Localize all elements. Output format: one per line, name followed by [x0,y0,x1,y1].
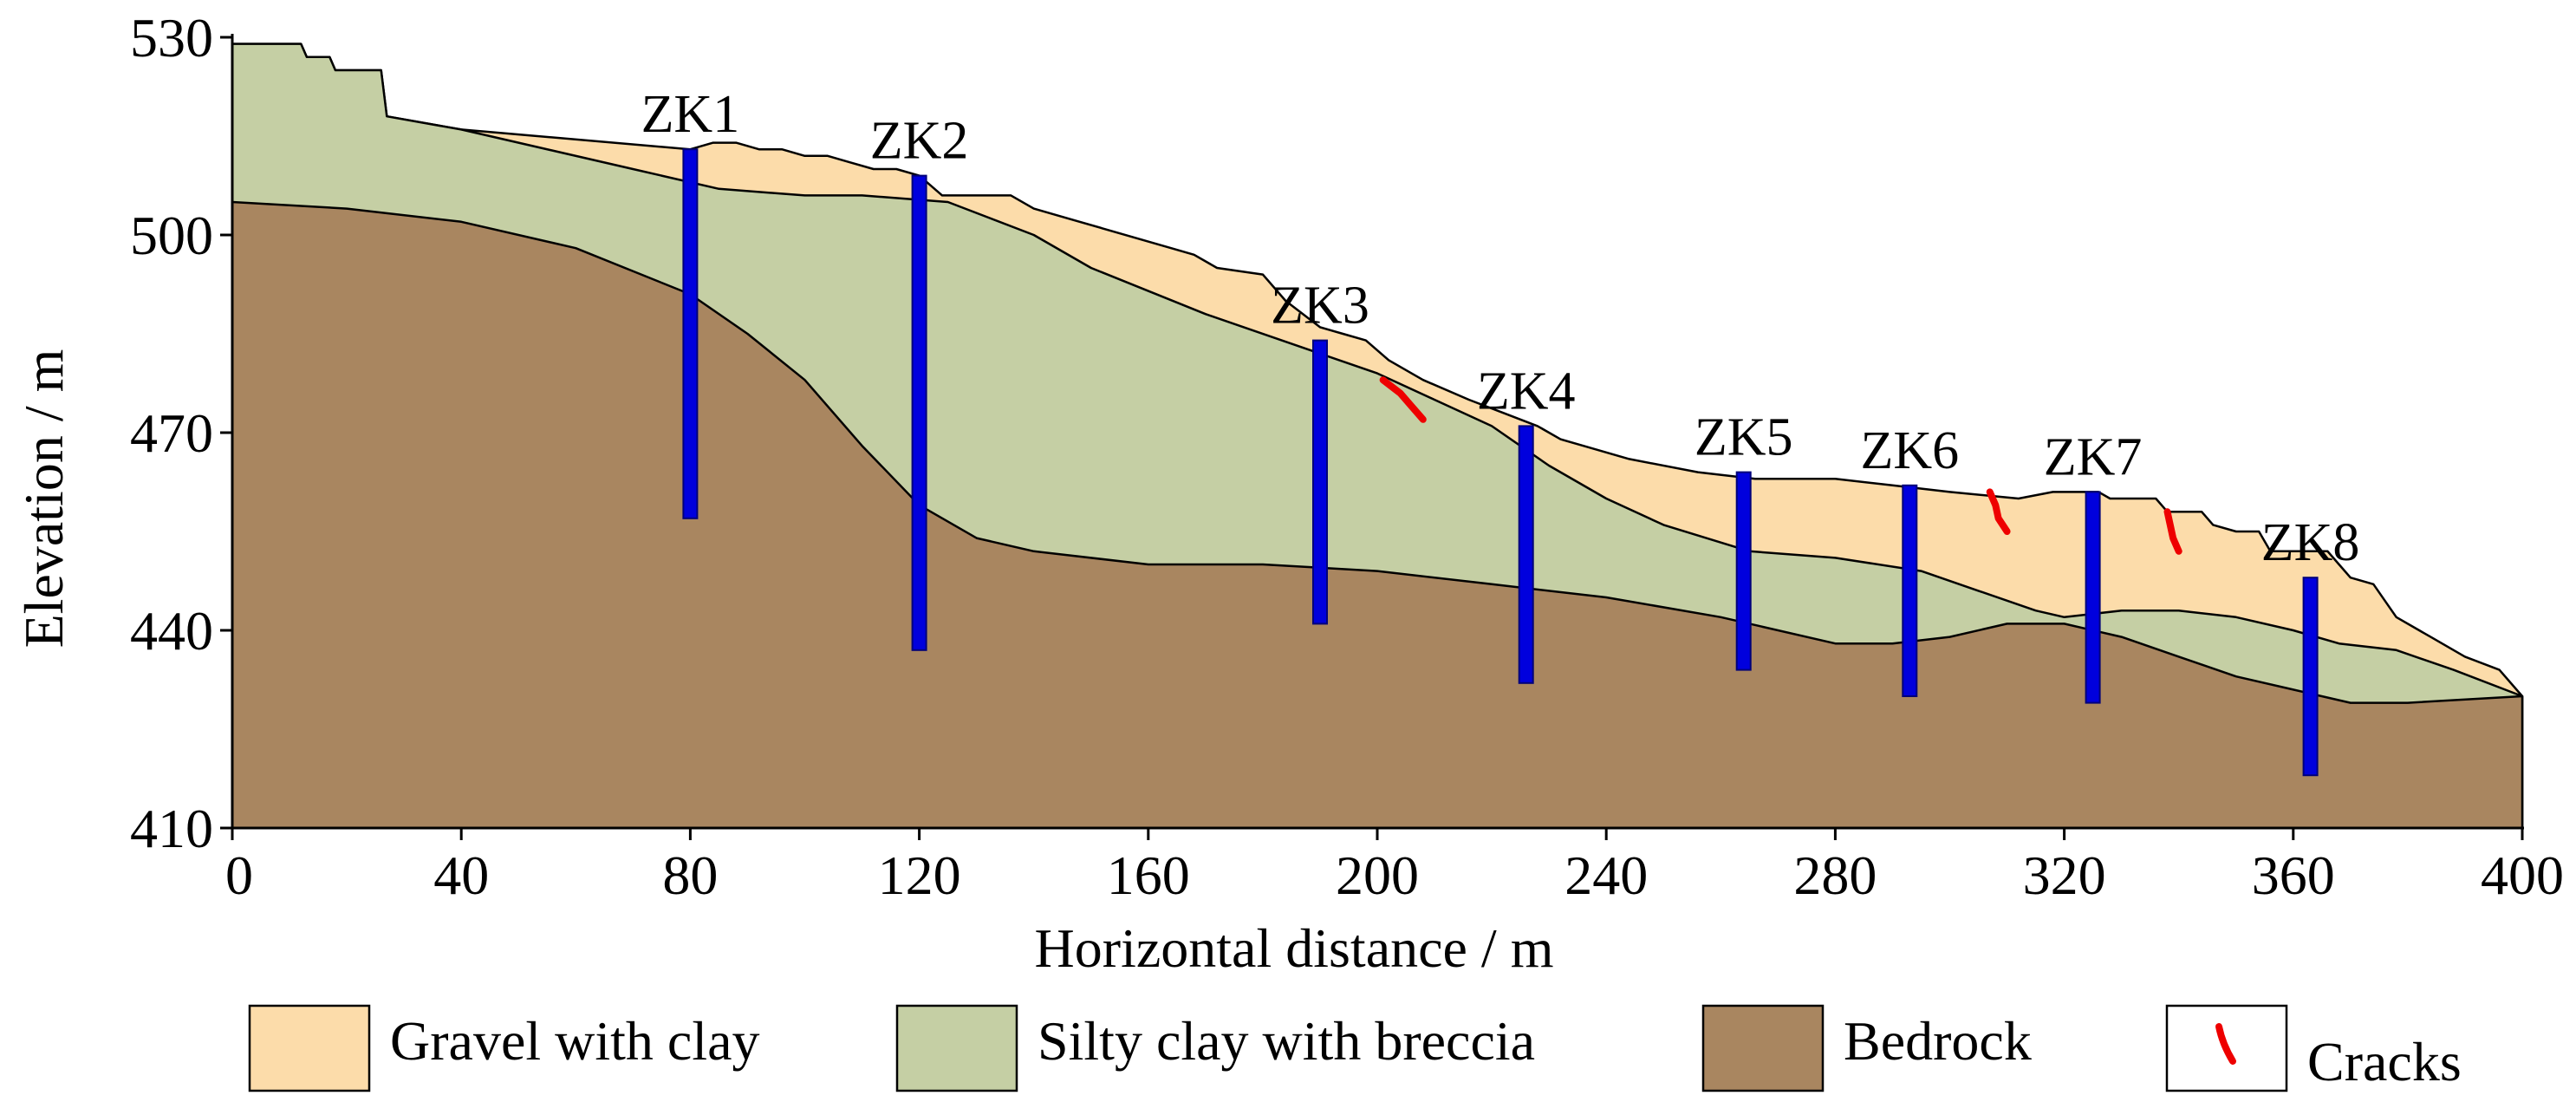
legend-swatch [895,1004,1018,1092]
borehole-label-zk2: ZK2 [870,112,969,171]
soil-layers [231,42,2524,830]
y-tick-label: 530 [130,7,213,68]
x-tick-label: 400 [2481,844,2564,906]
x-tick-label: 360 [2252,844,2335,906]
borehole-label-zk3: ZK3 [1271,277,1369,336]
borehole-zk6 [1902,484,1918,697]
x-tick-label: 240 [1564,844,1648,906]
x-axis-title: Horizontal distance / m [1035,917,1554,979]
y-tick-label: 470 [130,402,213,464]
x-tick-label: 40 [433,844,489,906]
legend-swatch [248,1004,371,1092]
crack-1 [1379,376,1427,423]
legend-item-3: Bedrock [1701,1004,2032,1092]
layer-2 [231,200,2524,830]
legend-item-2: Silty clay with breccia [895,1004,1535,1092]
borehole-zk4 [1518,425,1534,684]
borehole-zk2 [911,174,927,651]
borehole-label-zk4: ZK4 [1477,362,1576,421]
y-tick-label: 440 [130,600,213,662]
x-tick-label: 280 [1793,844,1877,906]
legend-label: Cracks [2307,1031,2462,1092]
y-tick-label: 410 [130,798,213,859]
legend-item-1: Gravel with clay [248,1004,760,1092]
borehole-zk8 [2302,577,2319,777]
borehole-label-zk1: ZK1 [641,85,740,144]
borehole-label-zk5: ZK5 [1695,408,1793,467]
legend-label: Bedrock [1844,1010,2032,1072]
x-tick-label: 80 [662,844,718,906]
x-tick-label: 200 [1336,844,1419,906]
crack-3 [2163,508,2182,555]
plot-area: ZK1 ZK2 ZK3 ZK4 ZK5 ZK6 ZK7 ZK8 [231,42,2524,830]
cracks [1379,376,2182,555]
legend-label: Gravel with clay [390,1010,760,1072]
borehole-zk1 [682,148,699,519]
y-axis-title: Elevation / m [13,349,75,649]
y-tick-label: 500 [130,205,213,266]
legend-item-4: Cracks [2165,1004,2462,1092]
borehole-zk5 [1735,471,1752,671]
legend: Gravel with clay Silty clay with breccia B… [248,1004,2462,1092]
borehole-zk7 [2085,491,2101,704]
borehole-label-zk8: ZK8 [2261,513,2360,572]
borehole-labels: ZK1 ZK2 ZK3 ZK4 ZK5 ZK6 ZK7 ZK8 [641,85,2360,572]
boreholes [682,148,2319,777]
legend-swatch [1701,1004,1825,1092]
legend-label: Silty clay with breccia [1038,1010,1535,1072]
borehole-zk3 [1312,339,1328,625]
axes: 0 40 80 120 160 200 240 280 320 360 400 410 440 470 5… [130,7,2564,906]
legend-crack-icon [2215,1023,2236,1065]
crack-2 [1986,488,2011,535]
x-tick-label: 160 [1107,844,1190,906]
x-tick-label: 120 [878,844,961,906]
x-axis-ticks: 0 40 80 120 160 200 240 280 320 360 400 [225,828,2564,906]
x-tick-label: 320 [2023,844,2106,906]
x-tick-label: 0 [225,844,253,906]
borehole-label-zk7: ZK7 [2044,427,2143,486]
borehole-label-zk6: ZK6 [1860,421,1959,480]
y-axis-ticks: 410 440 470 500 530 [130,7,232,859]
